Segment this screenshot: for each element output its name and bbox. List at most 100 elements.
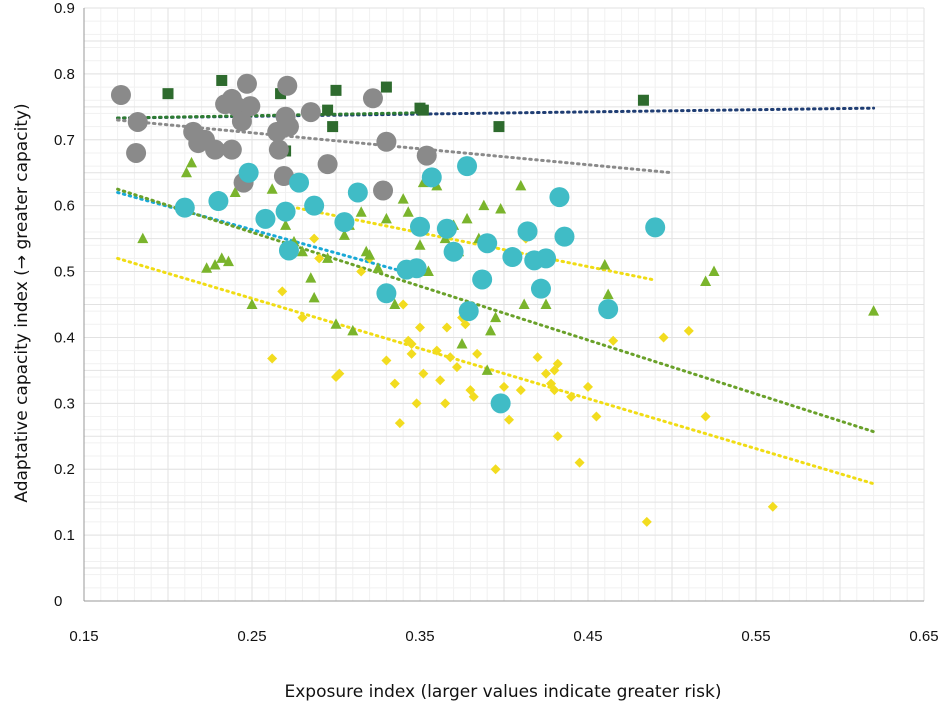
data-point — [481, 364, 493, 375]
data-point — [380, 212, 392, 224]
data-point — [868, 305, 880, 316]
data-point — [515, 179, 527, 191]
y-tick-label: 0.6 — [54, 198, 75, 215]
x-tick-label: 0.65 — [909, 628, 938, 645]
data-point — [599, 258, 611, 270]
x-axis-title: Exposure index (larger values indicate g… — [285, 682, 722, 702]
data-point — [645, 217, 666, 238]
trend-line — [116, 111, 422, 120]
data-point — [414, 239, 426, 250]
data-point — [221, 139, 242, 160]
data-point — [478, 199, 490, 211]
data-point — [216, 74, 228, 86]
data-point — [334, 368, 345, 379]
data-point — [402, 206, 414, 217]
x-tick-label: 0.35 — [405, 628, 434, 645]
trend-line — [116, 256, 876, 486]
x-tick-label: 0.55 — [741, 628, 770, 645]
data-point — [574, 457, 585, 468]
data-point — [499, 381, 509, 392]
data-point — [445, 352, 456, 363]
y-tick-label: 0.5 — [54, 264, 75, 281]
data-point — [216, 252, 228, 263]
data-point — [421, 167, 442, 188]
data-point — [389, 378, 400, 389]
data-point — [209, 258, 221, 270]
data-point — [338, 229, 350, 240]
data-point — [406, 339, 417, 350]
data-point — [327, 121, 339, 133]
data-point — [552, 431, 563, 442]
data-point — [308, 291, 320, 303]
data-point — [472, 348, 483, 359]
data-point — [440, 398, 451, 409]
data-point — [457, 156, 478, 177]
data-point — [490, 464, 501, 475]
data-point — [461, 212, 473, 224]
data-point — [536, 248, 556, 269]
data-point — [554, 226, 575, 247]
data-point — [297, 312, 308, 323]
data-point — [267, 353, 278, 364]
data-point — [517, 221, 538, 242]
data-point — [532, 352, 543, 363]
data-point — [417, 104, 429, 116]
y-tick-label: 0 — [54, 593, 62, 610]
data-point — [460, 319, 471, 330]
data-point — [418, 368, 429, 379]
data-point — [493, 121, 505, 133]
data-point — [549, 385, 560, 396]
data-point — [278, 240, 299, 261]
data-point — [246, 298, 258, 309]
data-point — [468, 391, 479, 402]
y-tick-label: 0.4 — [54, 329, 75, 346]
data-point — [266, 183, 278, 194]
data-point — [255, 208, 276, 229]
data-point — [289, 172, 310, 193]
data-point — [767, 501, 778, 512]
data-point — [598, 299, 619, 320]
data-point — [381, 355, 392, 366]
trend-line — [116, 187, 876, 434]
data-point — [422, 265, 434, 277]
x-tick-label: 0.45 — [573, 628, 602, 645]
data-point — [540, 298, 552, 309]
data-point — [373, 180, 394, 201]
data-point — [485, 324, 497, 336]
data-point — [394, 418, 405, 429]
data-point — [229, 186, 241, 197]
data-point — [658, 332, 669, 343]
x-tick-label: 0.15 — [69, 628, 98, 645]
data-point — [495, 202, 507, 214]
data-point — [334, 212, 355, 233]
data-point — [458, 301, 479, 322]
data-point — [477, 233, 498, 254]
y-tick-label: 0.9 — [54, 0, 75, 17]
data-points — [110, 73, 880, 527]
data-point — [530, 278, 551, 299]
data-point — [410, 216, 430, 237]
data-point — [277, 75, 298, 96]
data-point — [277, 286, 288, 297]
axes — [83, 8, 924, 602]
data-point — [435, 375, 446, 386]
data-point — [549, 187, 570, 208]
data-point — [280, 219, 292, 230]
data-point — [127, 111, 148, 132]
data-point — [552, 358, 563, 369]
data-point — [317, 154, 338, 175]
y-tick-label: 0.2 — [54, 461, 75, 478]
data-point — [436, 218, 457, 239]
data-point — [305, 272, 317, 283]
data-point — [314, 253, 325, 264]
data-point — [416, 145, 437, 166]
data-point — [472, 269, 493, 290]
data-point — [541, 368, 551, 379]
data-point — [231, 111, 252, 132]
data-point — [380, 81, 392, 93]
data-point — [268, 139, 289, 160]
data-point — [583, 381, 593, 392]
data-point — [186, 156, 198, 168]
data-point — [322, 104, 334, 116]
